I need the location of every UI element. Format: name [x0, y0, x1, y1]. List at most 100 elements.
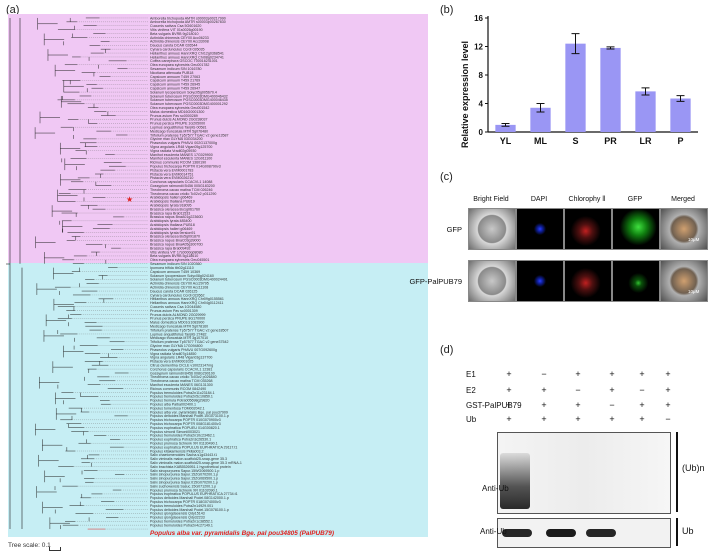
- species-label: Populus trichocarpa POPTR 018G074000v3: [150, 500, 221, 504]
- species-label: Populus pruinosa Schrenk XR 01102090.1: [150, 488, 218, 492]
- species-label: Phaseolus vulgaris PHAVU 007G092600g: [150, 348, 217, 352]
- species-label: Beta vulgaris BVRB 9g218010: [150, 32, 199, 36]
- species-label: Populus tremuloides Potra2n14929.001: [150, 504, 213, 508]
- species-label: Citrus clementina CICLE v10023147mg: [150, 363, 213, 367]
- tree-branches: [6, 17, 148, 530]
- blot-label-bottom: Anti-Ub: [480, 527, 507, 536]
- species-label: Pistacia vera EVM0026210: [150, 176, 193, 180]
- species-label: Salix suchowensis Sasuc.15G071200.1.p: [150, 484, 216, 488]
- phylogenetic-tree: Amborella trichopoda AMTR s00003p0021799…: [6, 14, 428, 537]
- ub-band: [546, 529, 576, 537]
- blot-sign: +: [506, 414, 512, 424]
- species-label: Ricinus communis RCOM 0842490: [150, 387, 206, 391]
- species-label: Medicago truncatula MTR 5g076480: [150, 129, 208, 133]
- species-label: Ricinus communis RCOM 1360190: [150, 161, 206, 165]
- species-label: Salix viminalis malon-scaffold25-snap-ge…: [150, 457, 227, 461]
- microscopy-column-header: DAPI: [530, 196, 548, 203]
- species-label: Theobroma cacao matina TCM 026246: [150, 188, 212, 192]
- species-label: Nicotiana attenuata PUB18: [150, 71, 193, 75]
- blot-row-label: Ub: [466, 415, 477, 424]
- blot-sign: +: [609, 385, 615, 395]
- species-label: Medicago truncatula MTR 3g107010: [150, 336, 208, 340]
- species-label: Salix viminalis malon-scaffold25-snap-ge…: [150, 461, 242, 465]
- blot-sign: +: [506, 400, 512, 410]
- species-label: Vigna angularis LR48 Vigan05g125700: [150, 145, 212, 149]
- species-label: Cucumis sativus Csa 1G044580: [150, 305, 201, 309]
- species-label: Salix chaetomenoides Sacha.s1g43443.t1: [150, 453, 217, 457]
- species-label: Glycine max GLYMA 17G094800: [150, 344, 203, 348]
- species-label: Brassica napus BnaC03g39000: [150, 239, 201, 243]
- species-label: Olea europaea sylvestris Oeu001542: [150, 106, 209, 110]
- ub-band: [624, 529, 654, 537]
- panel-label-a: (a): [6, 4, 20, 16]
- bar-ML: [530, 107, 551, 132]
- scale-bar-label: 10μM: [688, 237, 700, 242]
- species-label: Populus tomentosa TOM002042.1: [150, 406, 205, 410]
- species-label: Brassica oleracea Bo1g061760: [150, 207, 200, 211]
- microscopy-image: [660, 208, 708, 250]
- species-label: Actinidia chinensis CEY00 Acc11108: [150, 285, 208, 289]
- error-bar-S: [571, 33, 580, 55]
- blot-row-label: E2: [466, 386, 476, 395]
- species-label: Salix sinopurpurea Sapur.15ZG069500.1.p: [150, 477, 218, 481]
- species-label: Malus domestica MD01G1083900: [150, 321, 204, 325]
- species-label: Cynara cardunculus CcrdI 026035: [150, 47, 205, 51]
- species-label: Arabidopsis lyrata 9ersion91: [150, 231, 195, 235]
- panel-label-d: (d): [440, 344, 454, 356]
- species-label: Gossypium raimondii B456 008G290100: [150, 371, 215, 375]
- y-tick-label: 0: [479, 128, 484, 137]
- species-label: Brassica rapa Bra009492: [150, 246, 191, 250]
- species-label: Solanum lycopersicum Solyc05g005670.4: [150, 90, 217, 94]
- blot-sign: +: [541, 400, 547, 410]
- x-tick-label: P: [677, 136, 683, 146]
- species-label: Populus trichocarpa POPTR 008G181400v3: [150, 422, 221, 426]
- species-label: Populus qiongdaoensis Qdy32233: [150, 516, 205, 520]
- blot-sign: −: [575, 385, 581, 395]
- species-label: Populus deltoides Marshall Podel.15G0781…: [150, 508, 229, 512]
- microscopy-image: [468, 260, 516, 302]
- blot-membrane-bottom: [497, 518, 671, 548]
- ubiquitin-smear: [500, 453, 530, 509]
- blot-sign: +: [506, 369, 512, 379]
- blot-sign: +: [665, 400, 671, 410]
- species-label: Prunus persica PRUPE 8G170000: [150, 317, 205, 321]
- chart-axes: 0 4 8 12 16 YL ML S PR LR P: [474, 14, 698, 146]
- species-label: Salix brachista KAB5526951.1 hypothetica…: [150, 465, 231, 469]
- species-label: Amborella trichopoda AMTR s00003p0026783…: [150, 20, 226, 24]
- species-label: Salix sinopurpurea Sapur.015G070200.1.p: [150, 481, 218, 485]
- species-label: Glycine max GLYMA 03G034200: [150, 137, 203, 141]
- blot-sign: +: [665, 385, 671, 395]
- species-label: Populus euphratica POPULUS EUPHRATICA 27…: [150, 492, 238, 496]
- y-tick-label: 8: [479, 71, 484, 80]
- blot-row-label: E1: [466, 370, 476, 379]
- species-label: Sesamum indicum SIN 1020360: [150, 262, 202, 266]
- species-label: Trifolium pratense Tp57577 TGAC v2 gene1…: [150, 133, 228, 137]
- species-label: Prunus dulcis ALMOND 2G029999: [150, 313, 206, 317]
- species-label: Arabidopsis thaliana PUB19: [150, 200, 195, 204]
- species-label: Brassica rapa Bra011533: [150, 211, 190, 215]
- species-label: Populus pruinosa Schrenk XR 01130490.1: [150, 442, 218, 446]
- tree-scale-label: Tree scale: 0.1: [8, 542, 51, 549]
- microscopy-column-header: GFP: [627, 196, 643, 203]
- species-label: Capsicum annuum T459 10369: [150, 270, 200, 274]
- species-label: Populus tremuloides Potra2n4c27149.1: [150, 523, 213, 527]
- error-bar-LR: [641, 87, 650, 96]
- bar-S: [565, 43, 586, 132]
- species-label: Prunus avium Pav sc0001309: [150, 309, 198, 313]
- blot-sign: −: [665, 414, 671, 424]
- species-label: Populus tremula Potra005698g29820: [150, 399, 210, 403]
- species-label: Salix sinopurpurea Sapur.15WG069500.1.p: [150, 469, 219, 473]
- species-label: Brassica napus BnaA01g22360D: [150, 215, 203, 219]
- species-label: Actinidia chinensis CEY00 Acc33008: [150, 40, 209, 44]
- species-label: Vigna radiata Vradi02g05930: [150, 149, 196, 153]
- species-label: Populus deltoides Marshall Podel.08G1420…: [150, 496, 229, 500]
- species-label: Populus tremuloides Potra2n10c23462.1: [150, 434, 215, 438]
- highlight-species-label: Populus alba var. pyramidalis Bge. pal p…: [150, 530, 334, 537]
- species-label: Solanum tuberosum PGSC0003DMG400001292: [150, 102, 228, 106]
- lower-clade-band: [8, 263, 428, 537]
- species-label: Pistacia vera EVM0014751: [150, 172, 193, 176]
- species-label: Olea europaea sylvestris Oeu045501: [150, 258, 209, 262]
- species-label: Salix sinopurpurea Sapur.15ZG070200.1.p: [150, 473, 218, 477]
- species-label: Populus kitakamiensis Pkita003.2: [150, 449, 204, 453]
- scale-bar-label: 10μM: [688, 289, 700, 294]
